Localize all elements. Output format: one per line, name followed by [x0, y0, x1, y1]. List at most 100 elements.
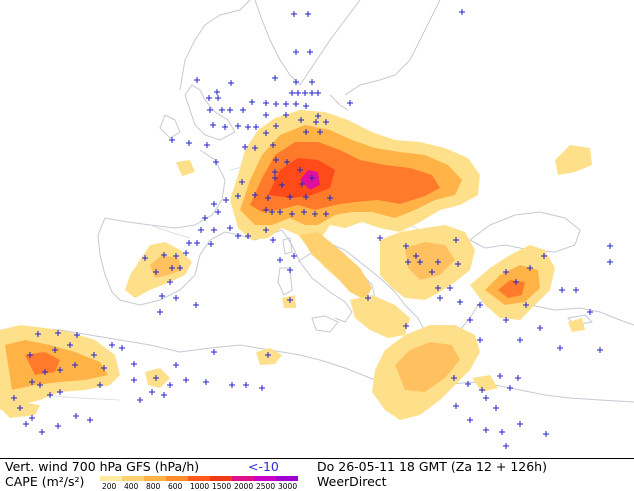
vertical-wind-marker — [273, 123, 279, 129]
vertical-wind-marker — [417, 259, 423, 265]
vertical-wind-marker — [11, 395, 17, 401]
cape-color-scale: 200 400 800 600 1000 1500 2000 2500 3000 — [100, 476, 298, 490]
vertical-wind-marker — [277, 257, 283, 263]
cape-area-black-sea-north — [555, 145, 592, 175]
vertical-wind-marker — [291, 253, 297, 259]
vertical-wind-marker — [263, 130, 269, 136]
vertical-wind-marker — [273, 157, 279, 163]
cape-area-sardinia — [282, 295, 296, 308]
vertical-wind-marker — [193, 302, 199, 308]
vertical-wind-marker — [403, 243, 409, 249]
vertical-wind-marker — [479, 387, 485, 393]
vertical-wind-marker — [447, 285, 453, 291]
vertical-wind-marker — [186, 240, 192, 246]
vertical-wind-marker — [228, 80, 234, 86]
vertical-wind-marker — [263, 207, 269, 213]
vertical-wind-marker — [493, 405, 499, 411]
vertical-wind-marker — [183, 250, 189, 256]
vertical-wind-marker — [312, 211, 318, 217]
vertical-wind-marker — [467, 317, 473, 323]
vertical-wind-marker — [203, 379, 209, 385]
vertical-wind-marker — [317, 129, 323, 135]
cape-area-central-europe-peak — [268, 158, 335, 198]
vertical-wind-marker — [377, 235, 383, 241]
datetime-label: Do 26-05-11 18 GMT (Za 12 + 126h) — [317, 459, 547, 474]
vertical-wind-marker — [497, 373, 503, 379]
vertical-wind-marker — [573, 287, 579, 293]
vertical-wind-marker — [299, 181, 305, 187]
vertical-wind-marker — [283, 112, 289, 118]
vertical-wind-marker — [451, 375, 457, 381]
vertical-wind-marker — [243, 382, 249, 388]
vertical-wind-marker — [515, 375, 521, 381]
vertical-wind-marker — [365, 295, 371, 301]
vertical-wind-marker — [211, 349, 217, 355]
vertical-wind-marker — [403, 323, 409, 329]
cape-area-greece — [350, 295, 410, 338]
vertical-wind-marker — [283, 101, 289, 107]
vertical-wind-marker — [222, 124, 228, 130]
vertical-wind-marker — [272, 175, 278, 181]
vertical-wind-marker — [272, 169, 278, 175]
vertical-wind-marker — [523, 302, 529, 308]
vertical-wind-marker — [173, 295, 179, 301]
vertical-wind-marker — [87, 417, 93, 423]
vertical-wind-marker — [265, 195, 271, 201]
vertical-wind-marker — [503, 443, 509, 449]
vertical-wind-marker — [183, 377, 189, 383]
vertical-wind-marker — [315, 90, 321, 96]
vertical-wind-marker — [211, 227, 217, 233]
vertical-wind-marker — [227, 225, 233, 231]
vertical-wind-marker — [287, 194, 293, 200]
vertical-wind-marker — [483, 395, 489, 401]
cape-area-balkans-mid — [405, 242, 455, 280]
vertical-wind-marker — [263, 227, 269, 233]
vertical-wind-marker — [204, 142, 210, 148]
vertical-wind-marker — [17, 405, 23, 411]
vertical-wind-marker — [149, 389, 155, 395]
vertical-wind-marker — [91, 352, 97, 358]
vertical-wind-marker — [252, 192, 258, 198]
vertical-wind-marker — [507, 385, 513, 391]
vertical-wind-marker — [517, 337, 523, 343]
vertical-wind-marker — [302, 90, 308, 96]
vertical-wind-marker — [309, 79, 315, 85]
vertical-wind-marker — [435, 259, 441, 265]
vertical-wind-marker — [119, 345, 125, 351]
vertical-wind-marker — [289, 211, 295, 217]
vertical-wind-marker — [543, 431, 549, 437]
vertical-wind-marker — [313, 119, 319, 125]
vertical-wind-marker — [157, 309, 163, 315]
vertical-wind-marker — [235, 123, 241, 129]
vertical-wind-marker — [453, 403, 459, 409]
vertical-wind-marker — [223, 197, 229, 203]
vertical-wind-marker — [206, 95, 212, 101]
vertical-wind-marker — [413, 253, 419, 259]
vertical-wind-marker — [137, 397, 143, 403]
vertical-wind-marker — [109, 342, 115, 348]
vertical-wind-marker — [249, 99, 255, 105]
vertical-wind-marker — [159, 293, 165, 299]
vertical-wind-marker — [305, 11, 311, 17]
vertical-wind-marker — [347, 100, 353, 106]
vertical-wind-marker — [67, 342, 73, 348]
weather-map — [0, 0, 634, 449]
vertical-wind-marker — [435, 285, 441, 291]
cape-scale-tick: 1500 — [212, 482, 231, 490]
vertical-wind-marker — [73, 413, 79, 419]
vertical-wind-marker — [207, 107, 213, 113]
cape-area-france-west — [176, 160, 195, 176]
vertical-wind-marker — [327, 195, 333, 201]
vertical-wind-marker — [287, 297, 293, 303]
vertical-wind-marker — [142, 255, 148, 261]
cape-scale-tick: 3000 — [278, 482, 297, 490]
brand-label: WeerDirect — [317, 474, 387, 489]
vertical-wind-label: Vert. wind 700 hPa GFS (hPa/h) — [5, 459, 200, 474]
vertical-wind-marker — [303, 103, 309, 109]
vertical-wind-marker — [198, 227, 204, 233]
cape-scale-swatch — [210, 476, 232, 481]
vertical-wind-marker — [213, 159, 219, 165]
cape-scale-swatch — [276, 476, 298, 481]
vertical-wind-marker — [52, 347, 58, 353]
vertical-wind-marker — [298, 117, 304, 123]
